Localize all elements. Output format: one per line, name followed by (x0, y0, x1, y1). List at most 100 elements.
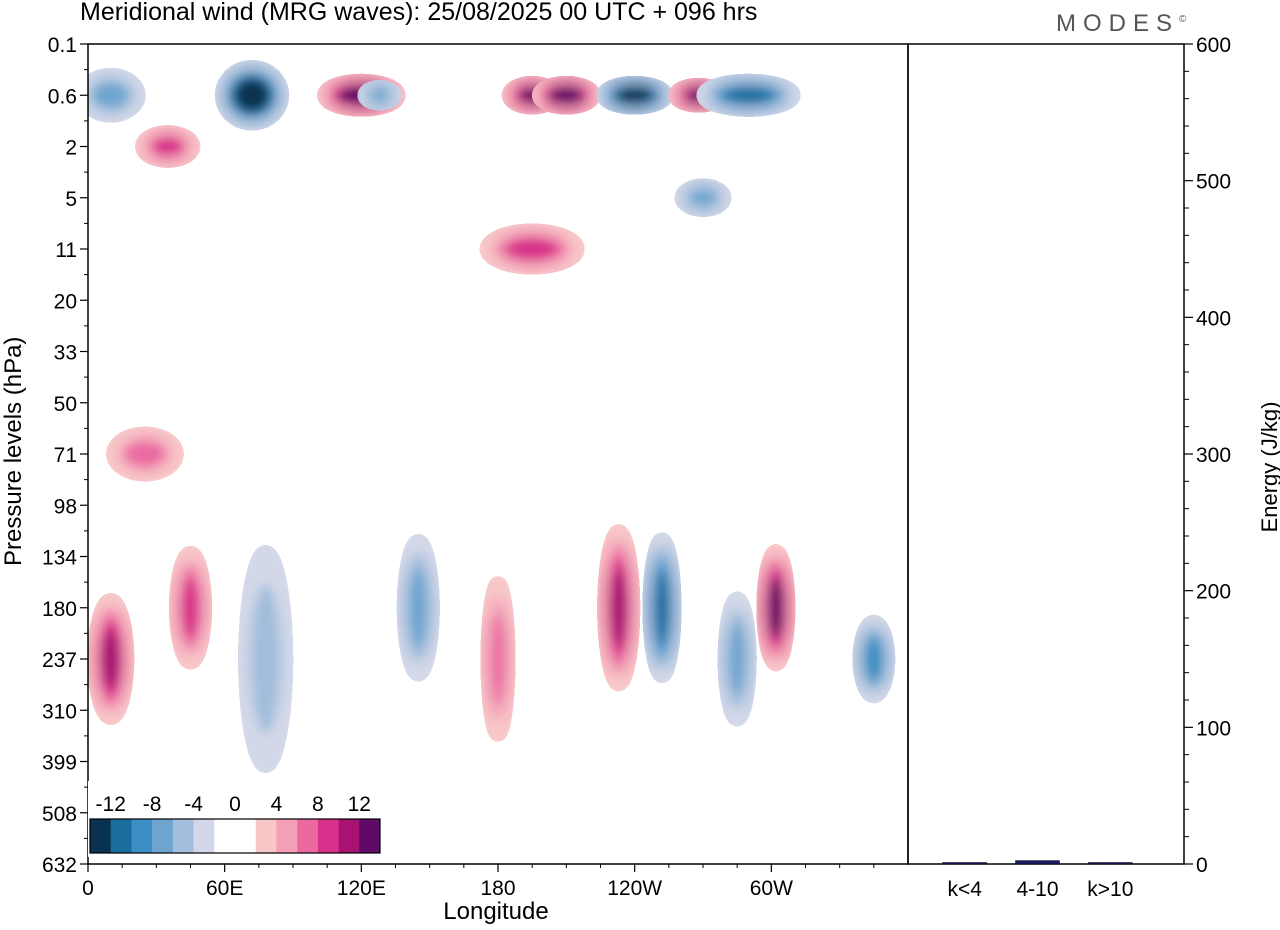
energy-tick-label: 0 (1196, 854, 1208, 877)
contour-cell (220, 65, 284, 126)
contour-cell (761, 547, 790, 668)
x-tick-label: 60E (206, 877, 243, 900)
contour-level (93, 82, 128, 108)
x-tick-label: 120W (607, 877, 662, 900)
contour-cell (484, 229, 581, 269)
y-tick-label: 180 (42, 598, 77, 621)
y-tick-label: 310 (42, 700, 77, 723)
contour-level (619, 89, 650, 102)
y-tick-label: 632 (42, 854, 77, 877)
colorbar-swatch (338, 819, 360, 853)
contour-level (237, 81, 267, 109)
y-tick-label: 508 (42, 803, 77, 826)
colorbar-label: 0 (229, 793, 241, 816)
contour-cell (139, 130, 196, 163)
contour-cell (402, 537, 435, 678)
y-tick-label: 0.6 (48, 85, 77, 108)
energy-tick-label: 100 (1196, 717, 1231, 740)
contour-cell (600, 81, 669, 110)
contour-cell (174, 549, 207, 666)
contour-level (409, 568, 428, 648)
contour-cell (648, 535, 676, 680)
y-tick-label: 98 (54, 495, 77, 518)
contour-cell (361, 85, 398, 106)
y-tick-label: 399 (42, 752, 77, 775)
logo-text: MODES (1056, 10, 1180, 37)
colorbar-swatch (255, 819, 277, 853)
colorbar-swatch (317, 819, 339, 853)
colorbar-frame (89, 818, 381, 854)
contour-cell (679, 183, 727, 212)
y-tick-label: 11 (55, 239, 77, 262)
colorbar-swatch (235, 819, 257, 853)
energy-bar-panel: 0 100 200 300 400 500 600 k<4 4-10 k>10 (907, 34, 1231, 901)
colorbar-label: 12 (348, 793, 371, 816)
x-tick-label: 0 (82, 877, 94, 900)
contour-level (725, 87, 772, 103)
colorbar-swatch (152, 819, 174, 853)
y-tick-label: 50 (54, 393, 77, 416)
modes-logo: MODES© (1056, 10, 1186, 38)
contour-field (88, 65, 890, 769)
colorbar-swatch (214, 819, 236, 853)
contour-level (865, 638, 883, 680)
y-tick-label: 71 (54, 444, 77, 467)
y-tick-label: 2 (65, 137, 77, 160)
colorbar-label: -12 (96, 793, 126, 816)
y-tick-label: 134 (42, 547, 77, 570)
contour-cell (723, 595, 752, 723)
colorbar-swatch (359, 819, 381, 853)
contour-level (250, 584, 281, 734)
contour-level (182, 578, 199, 638)
contour-level (553, 89, 580, 102)
colorbar-label: 4 (271, 793, 283, 816)
contour-level (769, 580, 783, 636)
contour-cell (92, 597, 129, 721)
contour-level (102, 629, 120, 689)
bar-category-label: k<4 (947, 878, 982, 901)
energy-tick-label: 200 (1196, 581, 1231, 604)
y-tick-label: 237 (42, 649, 77, 672)
contour-level (729, 622, 746, 696)
contour-level (507, 238, 557, 260)
x-tick-label: 120E (337, 877, 386, 900)
y-tick-label: 33 (54, 342, 77, 365)
contour-cell (602, 527, 635, 688)
contour-level (491, 613, 505, 705)
contour-level (153, 138, 183, 155)
colorbar-swatch (110, 819, 132, 853)
x-axis-label: Longitude (443, 898, 549, 925)
energy-tick-label: 500 (1196, 171, 1231, 194)
colorbar-swatch (90, 819, 112, 853)
energy-axis-label: Energy (J/kg) (1257, 401, 1280, 533)
energy-tick-label: 400 (1196, 307, 1231, 330)
y-tick-label: 5 (65, 188, 77, 211)
colorbar-swatch (172, 819, 194, 853)
energy-bar (1088, 862, 1133, 865)
contour-level (125, 441, 165, 467)
contour-level (611, 569, 627, 647)
y-tick-label: 0.1 (48, 34, 77, 57)
contour-cell (857, 619, 890, 699)
contour-level (689, 189, 717, 206)
y-tick-label: 20 (54, 290, 77, 313)
y-axis-label: Pressure levels (hPa) (0, 336, 27, 566)
contour-cell (536, 81, 597, 110)
contour-level (655, 573, 669, 643)
colorbar-swatch (276, 819, 298, 853)
colorbar: -12 -8 -4 0 4 8 12 (88, 781, 382, 857)
contour-cell (486, 579, 510, 739)
bar-category-label: 4-10 (1016, 878, 1058, 901)
colorbar-swatch (297, 819, 319, 853)
colorbar-swatch (131, 819, 153, 853)
contour-cell (88, 73, 141, 118)
energy-bar (942, 862, 987, 865)
x-tick-label: 180 (480, 877, 515, 900)
x-tick-label: 60W (750, 877, 793, 900)
energy-tick-label: 600 (1196, 34, 1231, 57)
energy-tick-label: 300 (1196, 444, 1231, 467)
contour-level (369, 89, 390, 101)
colorbar-label: -4 (184, 793, 203, 816)
heatmap-frame (87, 43, 909, 865)
